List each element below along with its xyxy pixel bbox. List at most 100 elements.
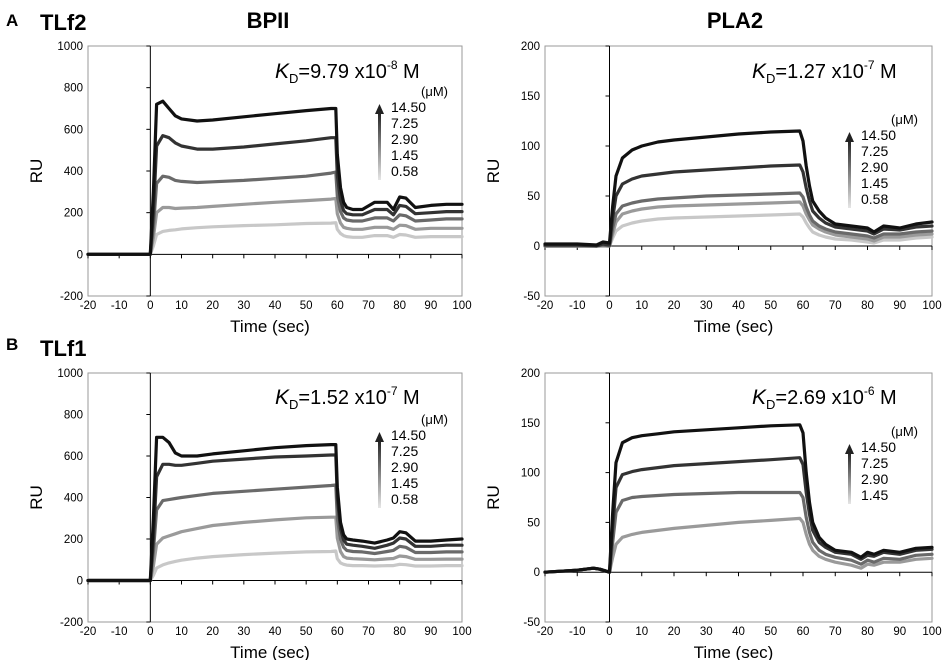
x-tick-label: 30 — [237, 300, 250, 312]
x-tick-label: 20 — [668, 626, 681, 638]
column-title-bpii: BPII — [247, 8, 290, 33]
chart-b-bpii: -20 -10 0 10 20 30 40 50 60 70 80 90 100 -200 0 200 400 6… — [27, 368, 472, 660]
legend-label: 7.25 — [861, 455, 888, 471]
plot-frame — [87, 372, 463, 623]
x-tick-label: 50 — [764, 300, 777, 312]
y-tick-label: 0 — [77, 576, 83, 588]
x-tick-label: 80 — [861, 300, 874, 312]
y-tick-label: 50 — [527, 191, 540, 203]
y-tick-label: 600 — [64, 124, 83, 136]
x-tick-label: 60 — [797, 626, 810, 638]
series-line-0-58 — [86, 549, 464, 583]
kd-k: K — [275, 60, 290, 83]
legend-unit: (μM) — [891, 424, 918, 439]
kd-unit: M — [875, 61, 897, 83]
y-tick-label: -50 — [523, 617, 540, 629]
x-tick-label: -10 — [569, 300, 586, 312]
kd-unit: M — [398, 61, 420, 83]
legend-arrow-shaft — [378, 440, 381, 508]
x-tick-label: -20 — [537, 626, 554, 638]
x-tick-label: 80 — [861, 626, 874, 638]
x-axis-label: Time (sec) — [230, 317, 310, 336]
series-line-2-90 — [86, 170, 464, 256]
x-tick-label: 70 — [829, 626, 842, 638]
legend-arrow-head — [845, 444, 854, 454]
y-tick-label: 200 — [64, 534, 83, 546]
legend-label: 14.50 — [391, 427, 426, 443]
legend-label: 14.50 — [861, 439, 896, 455]
x-tick-label: 80 — [393, 300, 406, 312]
x-tick-label: 30 — [237, 626, 250, 638]
y-axis-label: RU — [484, 159, 503, 184]
kd-exponent: -6 — [864, 384, 875, 398]
legend-label: 7.25 — [391, 443, 418, 459]
x-tick-label: 0 — [147, 626, 153, 638]
kd-exponent: -7 — [387, 384, 398, 398]
panel-label-b: B — [6, 335, 18, 354]
kd-subscript: D — [289, 71, 298, 86]
y-tick-label: 150 — [521, 91, 540, 103]
x-tick-label: 20 — [206, 300, 219, 312]
y-tick-label: -200 — [60, 291, 83, 303]
x-tick-label: 40 — [269, 300, 282, 312]
x-tick-label: 0 — [606, 300, 612, 312]
series-line-1-45 — [86, 196, 464, 256]
row-label-tlf2: TLf2 — [40, 10, 86, 35]
chart-a-bpii: -20 -10 0 10 20 30 40 50 60 70 80 90 100 -200 0 200 400 6… — [27, 41, 472, 336]
legend-label: 0.58 — [861, 191, 888, 207]
y-tick-label: -50 — [523, 291, 540, 303]
kd-subscript: D — [766, 71, 775, 86]
chart-b-pla2: -20 -10 0 10 20 30 40 50 60 70 80 90 100 -50 0 50 100 150… — [484, 368, 942, 660]
x-tick-label: 10 — [175, 626, 188, 638]
x-tick-label: -10 — [111, 626, 128, 638]
x-tick-label: 40 — [269, 626, 282, 638]
column-title-pla2: PLA2 — [707, 8, 763, 33]
x-tick-label: 60 — [331, 300, 344, 312]
y-tick-label: 800 — [64, 410, 83, 422]
kd-k: K — [752, 60, 767, 83]
series-line-2-90 — [543, 490, 934, 574]
plot-frame — [544, 45, 933, 297]
kd-exponent: -8 — [387, 58, 398, 72]
legend-arrow-shaft — [848, 452, 851, 504]
y-tick-label: 400 — [64, 166, 83, 178]
y-tick-label: 50 — [527, 517, 540, 529]
legend-label: 7.25 — [861, 143, 888, 159]
x-tick-label: 70 — [829, 300, 842, 312]
legend-label: 14.50 — [391, 99, 426, 115]
x-tick-label: -20 — [80, 300, 97, 312]
y-tick-label: 400 — [64, 493, 83, 505]
y-tick-label: 150 — [521, 418, 540, 430]
series-line-14-50 — [86, 435, 464, 583]
y-tick-label: 100 — [521, 141, 540, 153]
kd-annotation: KD=1.52 x10-7 M — [275, 384, 420, 412]
x-tick-label: 90 — [424, 300, 437, 312]
y-tick-label: -200 — [60, 617, 83, 629]
kd-annotation: KD=1.27 x10-7 M — [752, 58, 897, 86]
y-tick-label: 0 — [534, 241, 540, 253]
x-tick-label: 10 — [635, 626, 648, 638]
series-line-14-50 — [543, 423, 934, 574]
x-tick-label: 40 — [732, 626, 745, 638]
kd-subscript: D — [766, 397, 775, 412]
x-tick-label: 100 — [452, 626, 471, 638]
y-tick-label: 600 — [64, 451, 83, 463]
x-tick-label: 80 — [393, 626, 406, 638]
x-tick-label: 0 — [606, 626, 612, 638]
panel-label-a: A — [6, 11, 18, 30]
x-tick-label: 100 — [922, 300, 941, 312]
legend-arrow-head — [375, 104, 384, 114]
kd-value: =2.69 x10 — [775, 387, 863, 409]
y-axis-label: RU — [27, 485, 46, 510]
legend-arrow-head — [375, 432, 384, 442]
y-axis-label: RU — [484, 485, 503, 510]
legend-unit: (μM) — [421, 412, 448, 427]
chart-a-pla2: -20 -10 0 10 20 30 40 50 60 70 80 90 100 -50 0 50 100 150… — [484, 41, 942, 336]
series-line-14-50 — [543, 129, 934, 247]
y-axis-label: RU — [27, 159, 46, 184]
legend-label: 2.90 — [391, 459, 418, 475]
kd-annotation: KD=9.79 x10-8 M — [275, 58, 420, 86]
x-tick-label: 50 — [300, 626, 313, 638]
kd-unit: M — [875, 387, 897, 409]
x-tick-label: 50 — [764, 626, 777, 638]
